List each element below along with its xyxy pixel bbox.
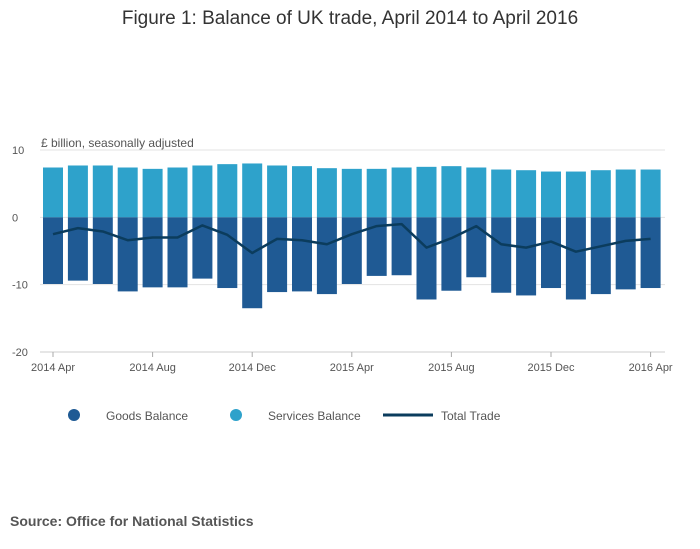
goods-bar: [43, 217, 63, 284]
goods-bar: [92, 217, 113, 284]
x-tick-label: 2014 Apr: [31, 362, 75, 374]
goods-bar: [142, 217, 163, 288]
goods-bar: [615, 217, 636, 290]
goods-bar: [217, 217, 238, 289]
services-bar: [117, 167, 138, 218]
services-bar: [292, 166, 312, 218]
services-bar: [341, 168, 362, 218]
services-bar: [167, 167, 188, 218]
goods-bar: [341, 217, 362, 284]
legend-services-marker: [230, 409, 242, 421]
services-bar: [192, 165, 213, 218]
services-bar: [541, 171, 561, 218]
goods-bar: [117, 217, 138, 292]
services-bar: [142, 168, 163, 218]
services-bar: [67, 165, 88, 218]
goods-bar: [167, 217, 188, 288]
services-bar: [516, 170, 537, 218]
y-axis-unit-label: £ billion, seasonally adjusted: [41, 136, 194, 150]
services-bar: [441, 166, 462, 218]
legend-goods-label: Goods Balance: [106, 409, 188, 423]
services-bar: [491, 169, 512, 218]
goods-bar: [541, 217, 561, 289]
services-bar: [217, 164, 238, 218]
legend-total-label: Total Trade: [441, 409, 501, 423]
x-tick-label: 2015 Aug: [428, 362, 475, 374]
services-bar: [43, 167, 63, 218]
y-tick-label: -10: [12, 280, 28, 292]
chart-title: Figure 1: Balance of UK trade, April 201…: [121, 8, 579, 29]
services-bar: [565, 171, 586, 218]
goods-bar: [441, 217, 462, 291]
goods-bar: [242, 217, 263, 309]
goods-bar: [292, 217, 312, 292]
x-tick-label: 2015 Dec: [527, 362, 575, 374]
services-bar: [366, 168, 387, 218]
x-tick-label: 2014 Aug: [129, 362, 176, 374]
goods-bar: [67, 217, 88, 281]
goods-bar: [391, 217, 412, 276]
goods-bar: [366, 217, 387, 276]
services-bar: [267, 165, 288, 218]
legend: Goods Balance Services Balance Total Trade: [68, 409, 501, 423]
y-tick-label: 0: [12, 212, 18, 224]
y-tick-label: -20: [12, 347, 28, 359]
legend-goods-marker: [68, 409, 80, 421]
source-note: Source: Office for National Statistics: [10, 513, 254, 529]
services-bar: [416, 166, 437, 218]
services-bar: [615, 169, 636, 218]
services-bar: [590, 170, 611, 218]
goods-bar: [192, 217, 213, 279]
goods-bar: [466, 217, 487, 278]
goods-bar: [267, 217, 288, 293]
services-bar: [640, 169, 661, 218]
goods-bar: [565, 217, 586, 300]
services-bar: [92, 165, 113, 218]
services-bar: [242, 163, 263, 218]
total-trade-line: [52, 222, 651, 255]
goods-bar: [640, 217, 661, 289]
legend-services-label: Services Balance: [268, 409, 361, 423]
y-tick-label: 10: [12, 145, 24, 157]
goods-bar: [416, 217, 437, 300]
goods-bar: [590, 217, 611, 295]
services-bar: [466, 167, 487, 218]
bars: [43, 163, 661, 309]
goods-bar: [316, 217, 337, 295]
goods-bar: [516, 217, 537, 296]
x-tick-label: 2016 Apr: [629, 362, 673, 374]
goods-bar: [491, 217, 512, 293]
x-tick-label: 2014 Dec: [229, 362, 277, 374]
services-bar: [391, 167, 412, 218]
x-tick-label: 2015 Apr: [330, 362, 374, 374]
services-bar: [316, 168, 337, 218]
total-trade-polyline: [52, 222, 651, 255]
